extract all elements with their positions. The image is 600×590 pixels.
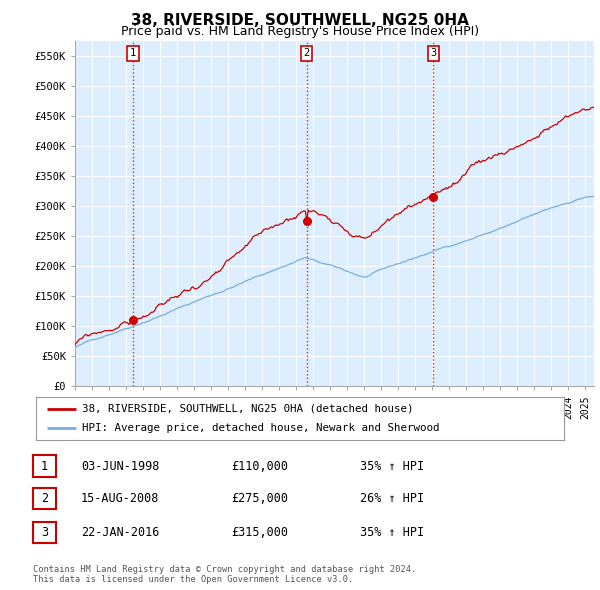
Text: 35% ↑ HPI: 35% ↑ HPI <box>360 460 424 473</box>
Text: 3: 3 <box>41 526 48 539</box>
Text: 1: 1 <box>41 460 48 473</box>
Text: 2: 2 <box>304 48 310 58</box>
Text: 03-JUN-1998: 03-JUN-1998 <box>81 460 160 473</box>
Text: £110,000: £110,000 <box>231 460 288 473</box>
Text: 22-JAN-2016: 22-JAN-2016 <box>81 526 160 539</box>
Text: Contains HM Land Registry data © Crown copyright and database right 2024.
This d: Contains HM Land Registry data © Crown c… <box>33 565 416 584</box>
Text: 3: 3 <box>430 48 436 58</box>
Text: HPI: Average price, detached house, Newark and Sherwood: HPI: Average price, detached house, Newa… <box>82 423 440 433</box>
Text: 1: 1 <box>130 48 136 58</box>
Text: 2: 2 <box>41 492 48 505</box>
Text: 38, RIVERSIDE, SOUTHWELL, NG25 0HA (detached house): 38, RIVERSIDE, SOUTHWELL, NG25 0HA (deta… <box>82 404 414 414</box>
Text: 35% ↑ HPI: 35% ↑ HPI <box>360 526 424 539</box>
Text: 26% ↑ HPI: 26% ↑ HPI <box>360 492 424 505</box>
Text: £275,000: £275,000 <box>231 492 288 505</box>
Text: 15-AUG-2008: 15-AUG-2008 <box>81 492 160 505</box>
Text: Price paid vs. HM Land Registry's House Price Index (HPI): Price paid vs. HM Land Registry's House … <box>121 25 479 38</box>
Text: £315,000: £315,000 <box>231 526 288 539</box>
Text: 38, RIVERSIDE, SOUTHWELL, NG25 0HA: 38, RIVERSIDE, SOUTHWELL, NG25 0HA <box>131 13 469 28</box>
